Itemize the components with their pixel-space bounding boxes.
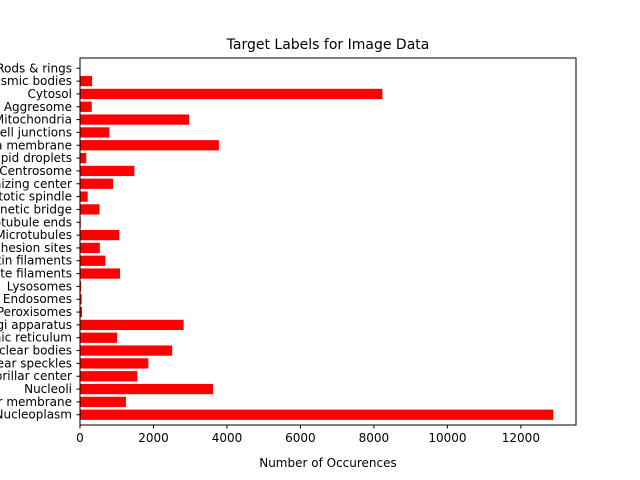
bar — [80, 88, 383, 100]
bar — [80, 165, 135, 177]
y-tick-label: Actin filaments — [0, 254, 72, 268]
x-axis-ticks: 0 2000 4000 6000 8000 10000 12000 — [76, 425, 540, 445]
x-axis-label: Number of Occurences — [259, 456, 397, 470]
y-tick-label: Lipid droplets — [0, 151, 72, 165]
x-tick-label: 12000 — [502, 431, 540, 445]
y-tick-label: Focal adhesion sites — [0, 241, 72, 255]
y-tick-label: Peroxisomes — [0, 305, 72, 319]
y-tick-label: Rods & rings — [0, 61, 72, 75]
x-tick-label: 6000 — [285, 431, 316, 445]
bar — [80, 268, 121, 279]
x-tick-label: 10000 — [428, 431, 466, 445]
bar — [80, 229, 120, 241]
y-tick-label: Nucleoli — [24, 382, 72, 396]
y-axis-ticks: NucleoplasmNuclear membraneNucleoliNucle… — [0, 61, 80, 422]
y-tick-label: Centrosome — [0, 164, 72, 178]
y-tick-label: Aggresome — [4, 100, 72, 114]
bars-group — [80, 63, 554, 420]
y-tick-label: Nuclear membrane — [0, 395, 72, 409]
y-tick-label: Cell junctions — [0, 125, 72, 139]
bar — [80, 306, 83, 318]
y-tick-label: Microtubule organizing center — [0, 177, 72, 191]
x-tick-label: 0 — [76, 431, 84, 445]
y-tick-label: Nucleoplasm — [0, 408, 72, 422]
bar — [80, 345, 173, 356]
bar — [80, 242, 100, 254]
bar — [80, 371, 138, 382]
y-tick-label: Mitochondria — [0, 113, 72, 127]
bar — [80, 332, 118, 343]
bar — [80, 152, 87, 164]
x-tick-label: 8000 — [359, 431, 390, 445]
y-tick-label: Cytoplasmic bodies — [0, 74, 72, 88]
y-tick-label: Mitotic spindle — [0, 190, 72, 204]
bar — [80, 383, 214, 395]
bar — [80, 319, 184, 331]
chart-title: Target Labels for Image Data — [226, 37, 430, 53]
bar — [80, 294, 82, 305]
plot-frame — [79, 57, 577, 426]
y-tick-label: Plasma membrane — [0, 138, 72, 152]
x-tick-label: 2000 — [138, 431, 169, 445]
x-tick-label: 4000 — [212, 431, 243, 445]
bar — [80, 281, 82, 292]
y-tick-label: Cytokinetic bridge — [0, 202, 72, 216]
y-tick-label: Nuclear speckles — [0, 356, 72, 370]
bar — [80, 191, 88, 202]
bar — [80, 396, 126, 408]
bar — [80, 75, 93, 87]
y-tick-label: Microtubule ends — [0, 215, 72, 229]
bar — [80, 255, 106, 266]
bar — [80, 114, 190, 125]
bar — [80, 409, 554, 420]
y-tick-label: Nucleoli fibrillar center — [0, 369, 72, 383]
y-tick-label: Nuclear bodies — [0, 344, 72, 358]
bar — [80, 204, 100, 215]
bar — [80, 178, 114, 189]
y-tick-label: Cytosol — [28, 87, 72, 101]
bar — [80, 140, 219, 151]
y-tick-label: Intermediate filaments — [0, 267, 72, 281]
bar — [80, 358, 149, 369]
y-tick-label: Endoplasmic reticulum — [0, 331, 72, 345]
y-tick-label: Golgi apparatus — [0, 318, 72, 332]
y-tick-label: Lysosomes — [7, 279, 72, 293]
y-tick-label: Microtubules — [0, 228, 72, 242]
bar — [80, 101, 92, 112]
y-tick-label: Endosomes — [3, 292, 72, 306]
bar — [80, 127, 110, 138]
